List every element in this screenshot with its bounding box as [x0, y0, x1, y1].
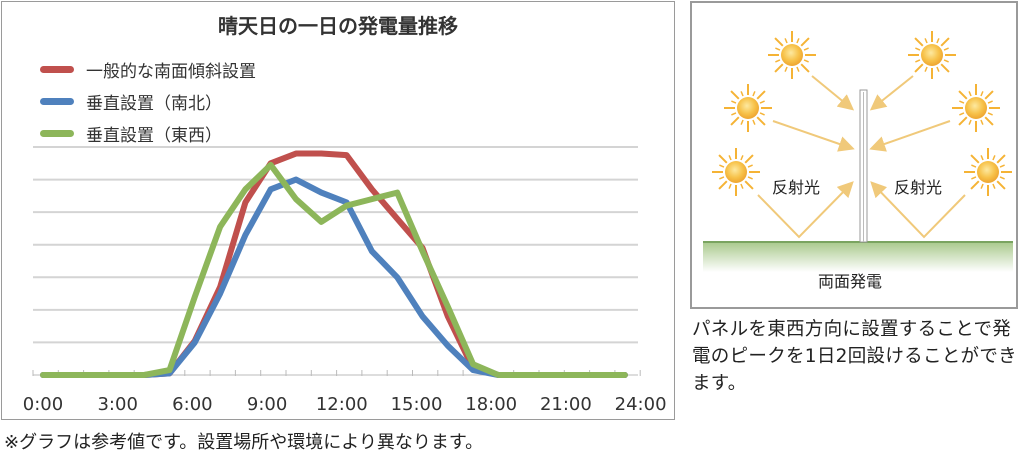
- x-tick-label: 24:00: [614, 394, 667, 415]
- legend-swatch: [40, 130, 74, 137]
- x-tick-label: 18:00: [465, 394, 518, 415]
- chart-panel: [1, 1, 675, 420]
- sun-icon: [712, 148, 760, 196]
- diagram-panel: [690, 1, 1018, 309]
- sun-icon: [908, 31, 956, 79]
- legend-label: 一般的な南面傾斜設置: [86, 62, 256, 82]
- x-tick-label: 9:00: [246, 394, 288, 415]
- x-tick-label: 6:00: [172, 394, 213, 415]
- legend-label: 垂直設置（東西）: [86, 126, 222, 146]
- ground: [703, 242, 1013, 272]
- sun-icon: [952, 84, 1000, 132]
- footnote: ※グラフは参考値です。設置場所や環境により異なります。: [4, 432, 484, 453]
- diagram-caption: パネルを東西方向に設置することで発電のピークを1日2回設けることができます。: [692, 319, 1017, 394]
- reflected-light-right-label: 反射光: [894, 178, 943, 197]
- bifacial-diagram: [703, 31, 1013, 272]
- x-tick-label: 12:00: [315, 394, 368, 415]
- legend-item-south-tilt: 一般的な南面傾斜設置: [40, 57, 256, 82]
- legend-swatch: [40, 66, 74, 73]
- legend-item-vertical-ns: 垂直設置（南北）: [40, 89, 222, 114]
- line-chart: [32, 146, 641, 378]
- legend-label: 垂直設置（南北）: [86, 94, 222, 114]
- sun-icon: [768, 31, 816, 79]
- x-tick-label: 3:00: [97, 394, 138, 415]
- series-line-2: [40, 161, 628, 378]
- x-tick-label: 0:00: [22, 394, 64, 415]
- sun-icon: [964, 148, 1012, 196]
- chart-title: 晴天日の一日の発電量推移: [218, 14, 458, 38]
- legend-item-vertical-ew: 垂直設置（東西）: [40, 121, 222, 146]
- sun-icon: [724, 84, 772, 132]
- reflected-light-left-label: 反射光: [772, 178, 821, 197]
- bifacial-generation-label: 両面発電: [818, 272, 883, 291]
- light-arrows: [757, 75, 966, 239]
- x-tick-label: 15:00: [390, 394, 443, 415]
- legend-swatch: [40, 98, 74, 105]
- x-tick-label: 21:00: [539, 394, 592, 415]
